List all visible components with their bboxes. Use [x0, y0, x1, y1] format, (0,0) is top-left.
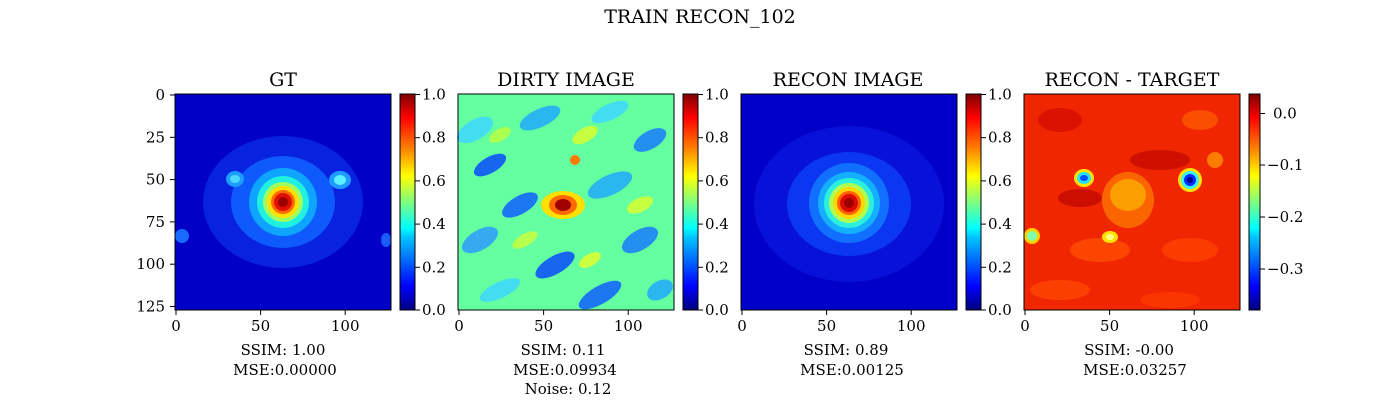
x-tick-label: 0	[737, 317, 747, 335]
heatmap-image	[1024, 94, 1240, 310]
panel-title: GT	[269, 69, 297, 91]
x-axis: 0 50 100	[1020, 310, 1209, 335]
colorbar-tick-label: 0.6	[422, 172, 446, 190]
x-tick-label: 100	[1180, 317, 1209, 335]
x-axis: 0 50 100	[737, 310, 926, 335]
heatmap-image	[456, 94, 674, 310]
metric-noise: Noise: 0.12	[525, 380, 612, 398]
colorbar-tick-label: 0.4	[705, 215, 729, 233]
colorbar-tick-label: 1.0	[988, 86, 1012, 104]
x-tick-label: 0	[1020, 317, 1030, 335]
colorbar-tick-label: 0.6	[988, 172, 1012, 190]
figure-title: TRAIN RECON_102	[604, 6, 796, 28]
colorbar-tick-label: 0.8	[705, 129, 729, 147]
y-tick-label: 100	[136, 255, 165, 273]
colorbar-tick-label: 0.2	[988, 258, 1012, 276]
panel-recon-image: RECON IMAGE 0 50 100	[737, 69, 1012, 379]
colorbar-tick-label: −0.3	[1267, 260, 1303, 278]
x-tick-label: 50	[251, 317, 270, 335]
colorbar-tick-label: 0.4	[988, 215, 1012, 233]
colorbar-tick-label: 0.0	[988, 301, 1012, 319]
x-tick-label: 0	[454, 317, 464, 335]
y-tick-label: 125	[136, 298, 165, 316]
panel-title: DIRTY IMAGE	[497, 69, 635, 91]
y-tick-label: 50	[146, 171, 165, 189]
x-axis: 0 50 100	[171, 310, 360, 335]
x-tick-label: 50	[1100, 317, 1119, 335]
x-tick-label: 50	[817, 317, 836, 335]
colorbar: 1.0 0.8 0.6 0.4 0.2 0.0	[682, 86, 729, 319]
y-tick-label: 25	[146, 128, 165, 146]
colorbar-gradient	[683, 94, 698, 310]
colorbar-tick-label: −0.1	[1267, 156, 1303, 174]
colorbar: 0.0 −0.1 −0.2 −0.3	[1248, 93, 1303, 311]
panel-gt: GT 0 50 100	[136, 69, 446, 379]
x-axis: 0 50 100	[454, 310, 643, 335]
panel-recon-minus-target: RECON - TARGET	[1020, 69, 1303, 379]
panel-title: RECON - TARGET	[1045, 69, 1220, 91]
x-tick-label: 0	[171, 317, 181, 335]
y-tick-label: 75	[146, 213, 165, 231]
heatmap-image	[741, 94, 957, 310]
colorbar-tick-label: 0.6	[705, 172, 729, 190]
panel-title: RECON IMAGE	[773, 69, 924, 91]
metric-ssim: SSIM: 1.00	[241, 341, 326, 359]
metric-ssim: SSIM: -0.00	[1084, 341, 1174, 359]
colorbar-gradient	[400, 94, 415, 310]
colorbar-tick-label: 0.8	[422, 129, 446, 147]
heatmap-image	[175, 94, 391, 310]
colorbar-tick-label: 0.8	[988, 129, 1012, 147]
x-tick-label: 50	[534, 317, 553, 335]
colorbar-tick-label: 0.2	[705, 258, 729, 276]
panel-dirty-image: DIRTY IMAGE	[454, 69, 729, 398]
metric-mse: MSE:0.00125	[800, 361, 904, 379]
metric-mse: MSE:0.03257	[1083, 361, 1187, 379]
x-tick-label: 100	[614, 317, 643, 335]
metric-ssim: SSIM: 0.11	[521, 341, 606, 359]
colorbar-tick-label: 0.0	[1273, 105, 1297, 123]
colorbar-tick-label: −0.2	[1267, 208, 1303, 226]
colorbar-tick-label: 0.2	[422, 258, 446, 276]
x-tick-label: 100	[331, 317, 360, 335]
colorbar-tick-label: 0.0	[422, 301, 446, 319]
metric-mse: MSE:0.09934	[513, 361, 617, 379]
metric-ssim: SSIM: 0.89	[804, 341, 889, 359]
y-axis: 0 25 50 75 100 125	[136, 86, 175, 316]
colorbar-tick-label: 1.0	[422, 86, 446, 104]
colorbar-tick-label: 0.0	[705, 301, 729, 319]
colorbar-tick-label: 1.0	[705, 86, 729, 104]
x-tick-label: 100	[897, 317, 926, 335]
metric-mse: MSE:0.00000	[233, 361, 337, 379]
colorbar: 1.0 0.8 0.6 0.4 0.2 0.0	[965, 86, 1012, 319]
colorbar-gradient	[966, 94, 981, 310]
colorbar: 1.0 0.8 0.6 0.4 0.2 0.0	[399, 86, 446, 319]
colorbar-tick-label: 0.4	[422, 215, 446, 233]
y-tick-label: 0	[155, 86, 165, 104]
colorbar-gradient	[1249, 94, 1260, 310]
